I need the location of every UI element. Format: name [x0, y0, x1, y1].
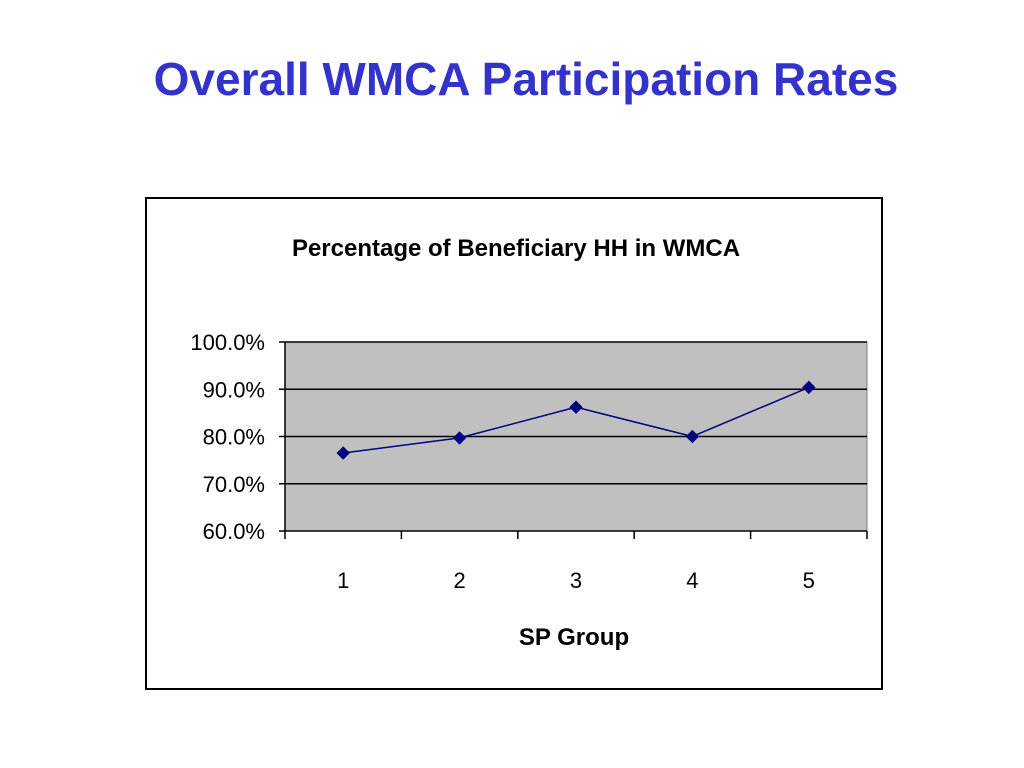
x-tick-label: 3	[570, 568, 582, 593]
x-tick-label: 4	[686, 568, 698, 593]
y-tick-label: 80.0%	[203, 425, 265, 450]
data-point-marker	[452, 431, 467, 445]
x-tick-label: 5	[803, 568, 815, 593]
y-tick-label: 100.0%	[190, 330, 265, 355]
data-point-marker	[802, 380, 816, 395]
data-point-marker	[336, 446, 350, 460]
y-axis-ticks: 100.0% 90.0% 80.0% 70.0% 60.0%	[190, 330, 285, 544]
gridlines	[285, 341, 867, 485]
x-tick-label: 2	[453, 568, 465, 593]
slide-title: Overall WMCA Participation Rates	[153, 53, 899, 105]
data-point-marker	[685, 429, 700, 444]
x-axis-title: SP Group	[519, 624, 629, 651]
data-point-marker	[569, 400, 583, 414]
y-tick-label: 90.0%	[203, 377, 265, 402]
y-tick-label: 60.0%	[203, 519, 265, 544]
x-axis-ticks: 1 2 3 4 5	[284, 531, 868, 593]
series-markers	[336, 380, 816, 460]
chart-title: Percentage of Beneficiary HH in WMCA	[292, 235, 740, 262]
x-tick-label: 1	[337, 568, 349, 593]
y-tick-label: 70.0%	[203, 472, 265, 497]
